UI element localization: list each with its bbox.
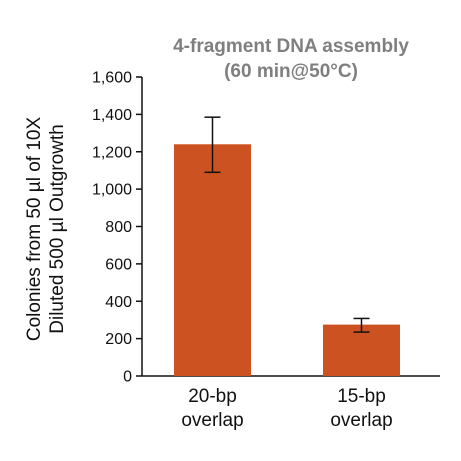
y-tick-label: 800: [105, 219, 132, 236]
chart-title-line-2: (60 min@50°C): [224, 61, 358, 82]
plot-area: 0 200 400 600 800 1,000 1,200 1,400 1,600 20-bp ov…: [92, 70, 440, 431]
bar: [174, 144, 251, 376]
y-tick-label: 200: [105, 331, 132, 348]
chart-title-line-1: 4-fragment DNA assembly: [173, 36, 409, 57]
y-axis-label-line-2: Diluted 500 µl Outgrowth: [47, 124, 68, 334]
y-tick-label: 1,200: [92, 144, 132, 161]
x-category-label: 15-bp: [337, 386, 386, 407]
bar: [323, 324, 400, 376]
x-category-label: 20-bp: [188, 386, 237, 407]
x-category-label: overlap: [330, 410, 392, 431]
y-tick-label: 400: [105, 294, 132, 311]
y-tick-label: 1,000: [92, 182, 132, 199]
y-tick-label: 1,400: [92, 107, 132, 124]
x-category-label: overlap: [181, 410, 243, 431]
y-tick-label: 600: [105, 256, 132, 273]
y-axis-label-line-1: Colonies from 50 µl of 10X: [24, 117, 45, 342]
y-tick-label: 0: [123, 369, 132, 386]
y-tick-label: 1,600: [92, 70, 132, 87]
